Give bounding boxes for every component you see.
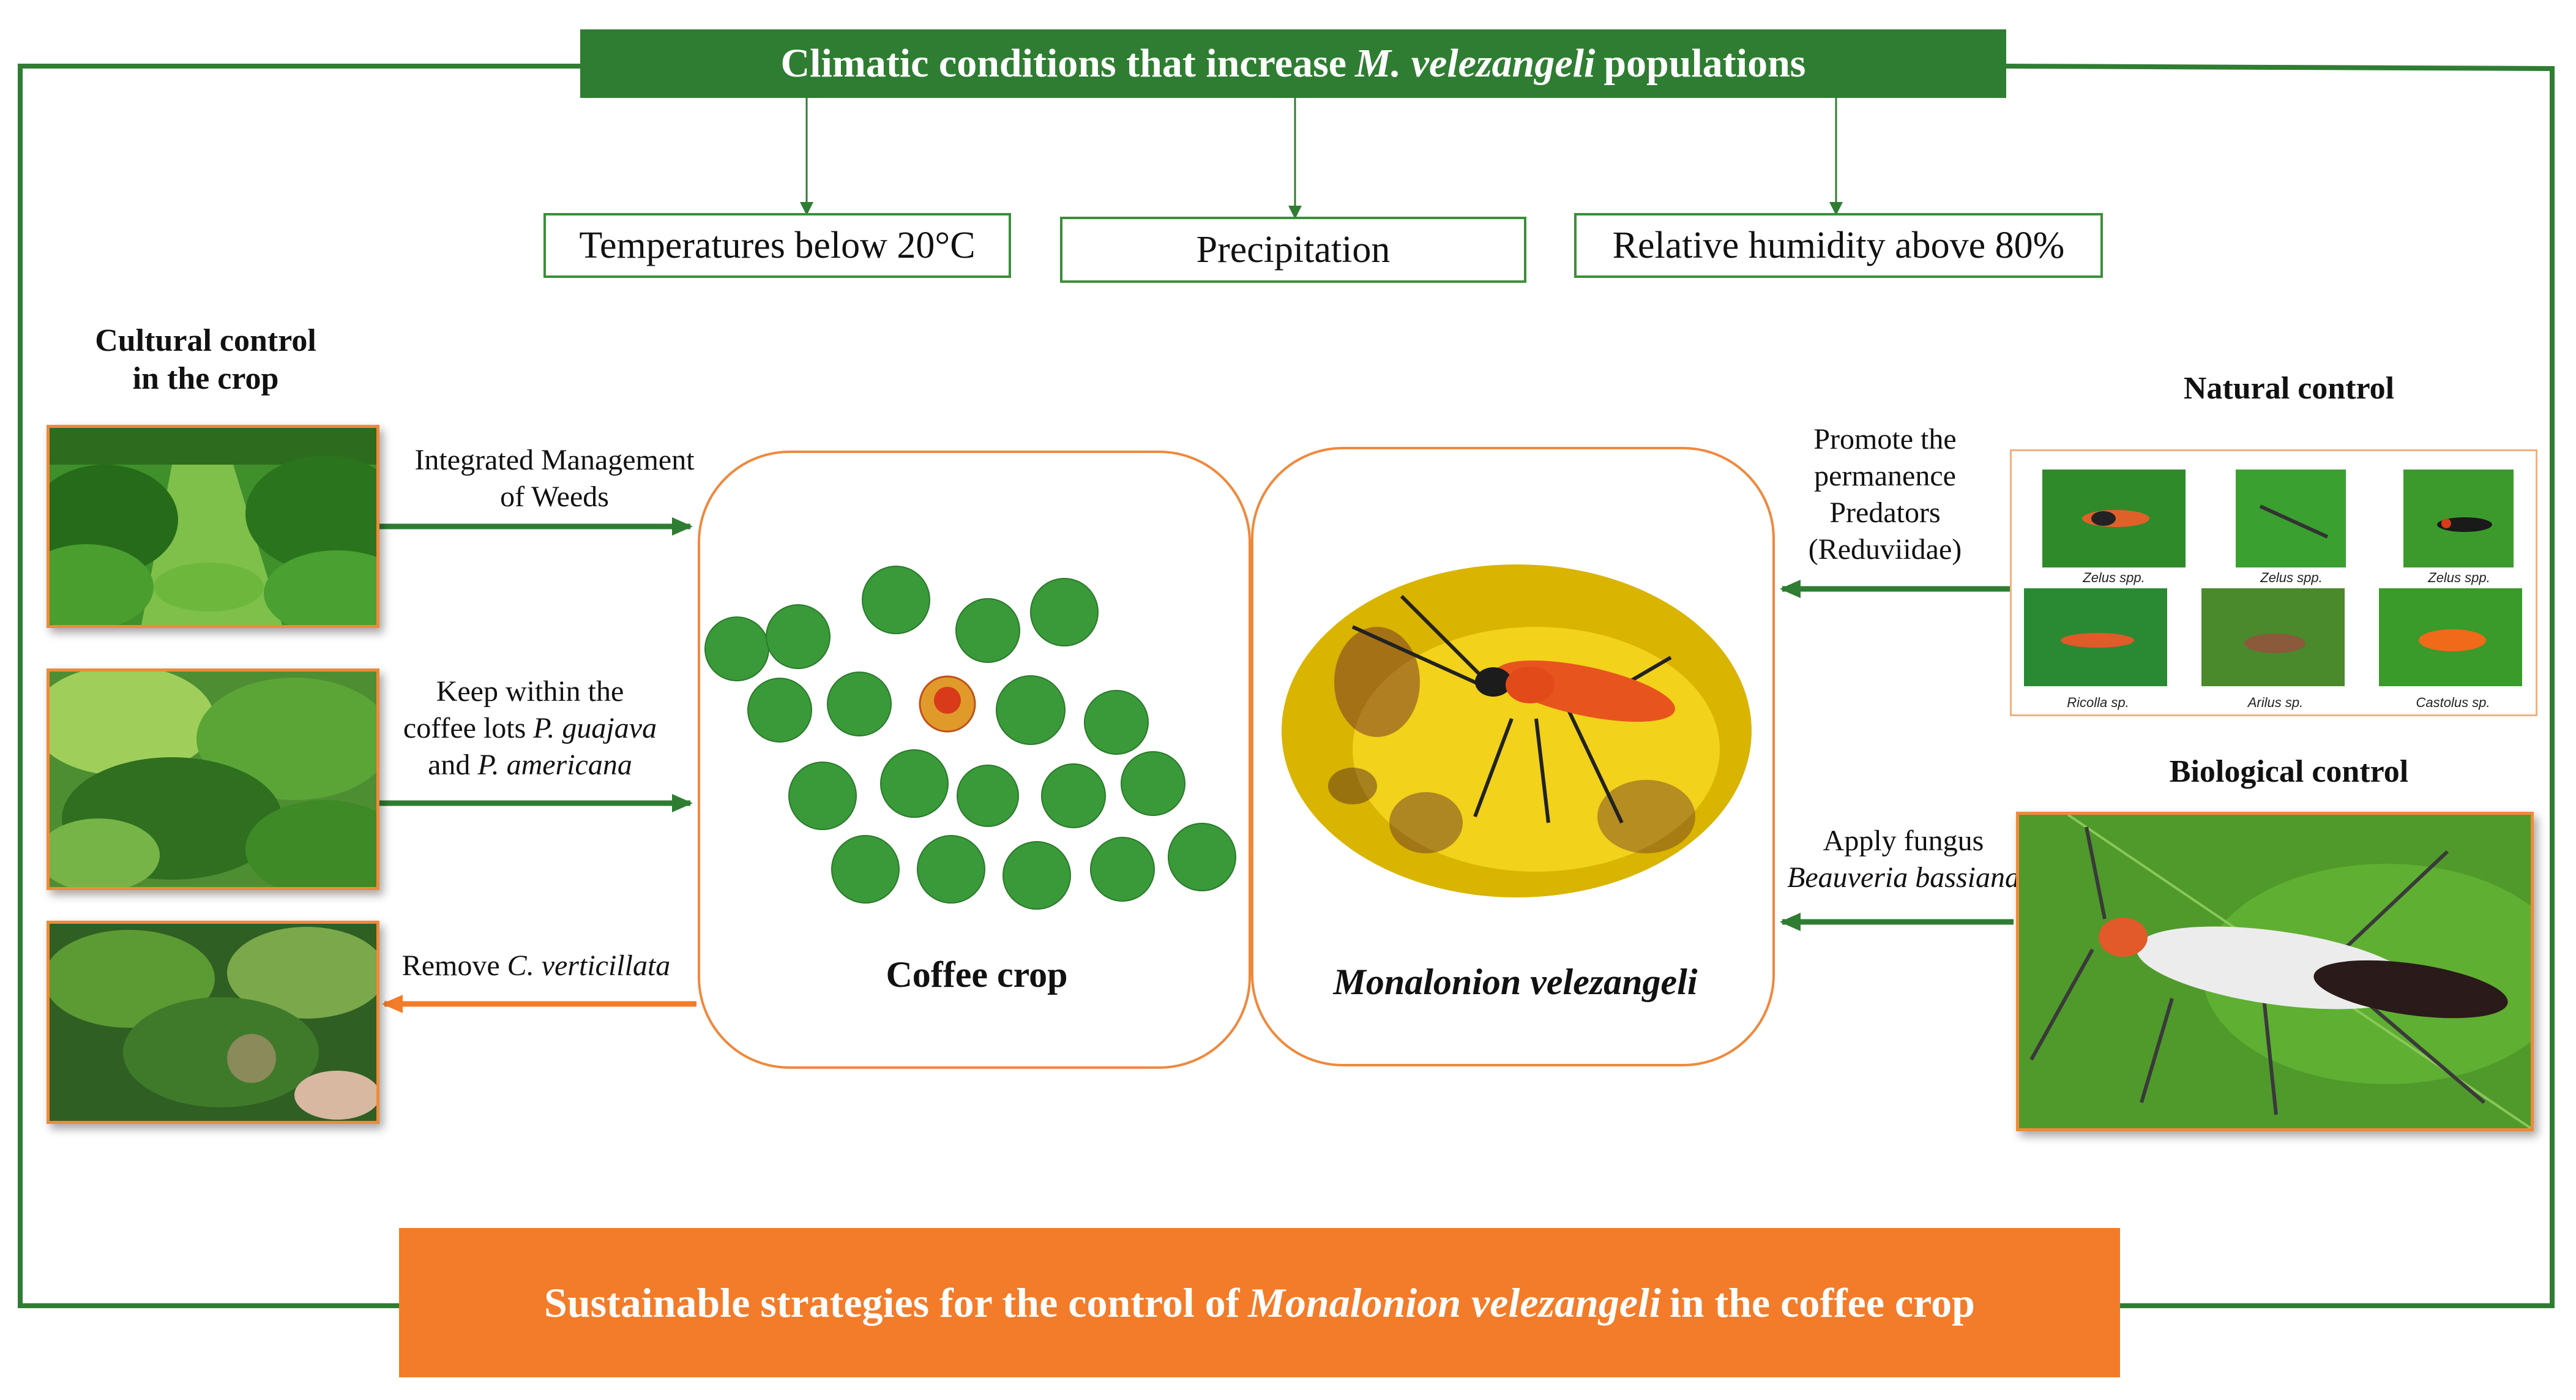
apply-line2: Beauveria bassiana — [1787, 861, 2020, 894]
predator-photo-1 — [2042, 470, 2186, 567]
apply-line1: Apply fungus — [1823, 825, 1984, 857]
keep-trees-label: Keep within the coffee lots P. guajava a… — [383, 673, 677, 784]
predators-card: Zelus spp. Zelus spp. Zelus spp. Ricolla… — [2010, 449, 2537, 716]
coffee-crop-label: Coffee crop — [886, 954, 1068, 995]
coffee-plants-illustration — [704, 566, 1236, 910]
predator-photo-4 — [2024, 588, 2167, 686]
condition-humidity-box: Relative humidity above 80% — [1574, 213, 2103, 278]
weeds-field-photo — [47, 425, 379, 628]
sustainable-strategies-banner: Sustainable strategies for the control o… — [399, 1228, 2120, 1377]
keep-line3-text: and — [428, 749, 478, 781]
apply-fungus-label: Apply fungus Beauveria bassiana — [1775, 823, 2032, 896]
keep-line3-species: P. americana — [477, 749, 632, 781]
fungus-infected-insect-illustration — [2019, 815, 2531, 1128]
cultural-control-title: Cultural control in the crop — [47, 322, 365, 399]
predator-caption-1: Zelus spp. — [2083, 570, 2145, 585]
banner-title-post: populations — [1603, 41, 1806, 86]
footer-text-species: Monalonion velezangeli — [1248, 1279, 1661, 1326]
footer-text-pre: Sustainable strategies for the control o… — [544, 1279, 1240, 1326]
outer-loop-line — [18, 64, 580, 1308]
predator-photo-3 — [2403, 470, 2514, 567]
infected-insect-photo — [2016, 812, 2534, 1131]
pest-label: Monalonion velezangeli — [1333, 962, 1698, 1002]
keep-label-line2: coffee lots P. guajava — [383, 710, 677, 747]
coffee-crop-panel: Coffee crop — [698, 451, 1251, 1069]
foliage-illustration — [50, 672, 376, 887]
coffee-rows-illustration — [50, 428, 376, 625]
predator-photo-6 — [2379, 588, 2522, 686]
promote-line3: Predators — [1829, 496, 1941, 529]
weeds-label-line2: of Weeds — [500, 481, 609, 513]
promote-line4: (Reduviidae) — [1808, 533, 1962, 566]
condition-humidity-label: Relative humidity above 80% — [1612, 224, 2065, 266]
predator-photo-5 — [2201, 588, 2345, 686]
promote-line1: Promote the — [1813, 423, 1957, 455]
predator-caption-6: Castolus sp. — [2416, 695, 2490, 710]
condition-precipitation-label: Precipitation — [1196, 228, 1391, 271]
predator-caption-2: Zelus spp. — [2260, 570, 2323, 585]
promote-predators-label: Promote the permanence Predators (Reduvi… — [1787, 421, 1983, 568]
keep-line2-text: coffee lots — [403, 712, 534, 744]
predator-caption-5: Arilus sp. — [2247, 695, 2304, 710]
pest-insect-photo — [1282, 564, 1752, 897]
condition-temperature-box: Temperatures below 20°C — [543, 213, 1011, 278]
promote-line2: permanence — [1814, 460, 1956, 492]
remove-label-text: Remove — [401, 949, 507, 982]
biological-control-title: Biological control — [2169, 754, 2409, 789]
condition-temperature-label: Temperatures below 20°C — [579, 224, 976, 266]
footer-text-post: in the coffee crop — [1669, 1279, 1975, 1326]
pest-panel: Monalonion velezangeli — [1251, 447, 1775, 1066]
predator-photo-2 — [2236, 470, 2346, 567]
banner-title-species: M. velezangeli — [1355, 41, 1596, 86]
cultural-title-line2: in the crop — [132, 361, 279, 397]
outer-loop-line-right — [2006, 64, 2555, 1308]
banner-title-pre: Climatic conditions that increase — [780, 41, 1347, 86]
climatic-conditions-banner: Climatic conditions that increase M. vel… — [580, 29, 2006, 98]
remove-plant-label: Remove C. verticillata — [383, 948, 689, 984]
keep-line2-species: P. guajava — [533, 712, 657, 744]
guava-trees-photo — [47, 668, 379, 890]
weeds-label-line1: Integrated Management — [414, 444, 695, 476]
predator-caption-4: Ricolla sp. — [2067, 695, 2129, 710]
predator-caption-3: Zelus spp. — [2428, 570, 2490, 585]
leaves-illustration — [50, 924, 376, 1121]
weeds-management-label: Integrated Management of Weeds — [383, 442, 726, 515]
natural-control-title: Natural control — [2183, 371, 2395, 406]
condition-precipitation-box: Precipitation — [1060, 217, 1526, 283]
cecropia-plant-photo — [47, 921, 379, 1124]
keep-label-line1: Keep within the — [436, 675, 624, 708]
remove-label-species: C. verticillata — [507, 949, 671, 982]
keep-label-line3: and P. americana — [383, 747, 677, 784]
cultural-title-line1: Cultural control — [95, 323, 316, 358]
